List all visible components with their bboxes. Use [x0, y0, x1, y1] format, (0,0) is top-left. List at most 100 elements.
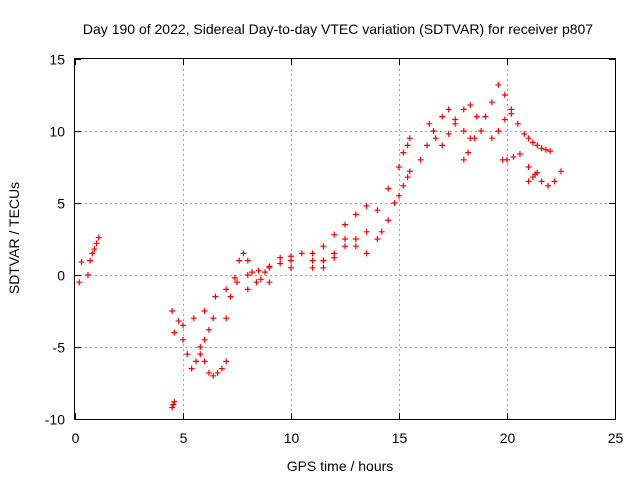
data-point — [478, 128, 485, 134]
series-t16 — [521, 130, 554, 155]
data-point — [212, 293, 219, 300]
data-point — [253, 279, 260, 286]
data-point — [465, 149, 472, 156]
data-point — [391, 200, 398, 206]
series-t17 — [525, 164, 564, 189]
series-t15 — [499, 151, 523, 163]
data-point — [266, 264, 273, 271]
series-t4 — [197, 344, 230, 379]
data-point — [406, 168, 413, 175]
data-point — [255, 267, 262, 274]
data-point — [396, 192, 402, 199]
data-point — [201, 308, 208, 314]
data-point — [249, 269, 256, 276]
series-t14 — [488, 110, 515, 142]
data-point — [214, 369, 221, 376]
data-point — [342, 243, 348, 250]
data-point — [426, 120, 433, 127]
data-point — [460, 106, 467, 113]
data-point — [309, 257, 316, 264]
data-point — [374, 207, 381, 214]
x-tick-label: 10 — [284, 430, 300, 446]
data-point — [460, 128, 467, 134]
data-point — [244, 257, 251, 264]
data-point — [223, 358, 230, 365]
x-axis-label: GPS time / hours — [287, 458, 394, 474]
data-point — [545, 182, 552, 189]
data-point — [309, 250, 316, 257]
data-point — [473, 113, 480, 120]
data-point — [262, 269, 269, 276]
data-point — [231, 274, 238, 281]
data-point — [342, 221, 348, 228]
data-point — [170, 401, 177, 408]
data-point — [363, 228, 370, 235]
data-point — [331, 250, 338, 257]
data-point — [180, 322, 186, 329]
data-point — [244, 286, 251, 293]
data-point — [190, 315, 197, 322]
plot-frame — [74, 58, 616, 420]
data-point — [201, 358, 208, 365]
data-point — [501, 116, 508, 123]
data-point — [87, 257, 94, 264]
series-t13 — [460, 81, 521, 163]
data-point — [525, 178, 532, 185]
data-point — [396, 164, 402, 170]
data-point — [218, 365, 225, 372]
data-point — [404, 174, 411, 181]
data-point — [175, 318, 182, 325]
data-point — [534, 142, 541, 149]
data-point — [538, 145, 545, 152]
series-t1 — [169, 308, 217, 372]
data-point — [529, 174, 536, 181]
data-point — [223, 286, 230, 293]
data-point — [495, 81, 502, 88]
data-point — [169, 308, 176, 314]
data-point — [201, 336, 208, 343]
data-point — [460, 156, 467, 163]
data-point — [205, 369, 212, 376]
series-t9 — [363, 135, 413, 235]
data-point — [223, 315, 230, 322]
data-point — [525, 135, 532, 142]
data-point — [430, 128, 437, 134]
data-point — [514, 120, 521, 127]
series-t7 — [277, 236, 359, 271]
tick-labels: 0 5 10 15 20 25 -10 -5 0 5 10 15 — [45, 52, 624, 447]
data-point — [192, 358, 199, 365]
y-tick-label: 5 — [57, 196, 65, 212]
data-point — [227, 293, 234, 300]
data-point — [188, 365, 195, 372]
data-point — [320, 243, 327, 250]
y-tick-label: 0 — [57, 268, 65, 284]
data-point — [363, 250, 370, 257]
x-tick-label: 15 — [392, 430, 408, 446]
data-point — [298, 250, 305, 257]
data-point — [378, 228, 385, 235]
data-point — [445, 106, 452, 113]
data-point — [210, 315, 217, 322]
data-point — [510, 153, 517, 160]
data-point — [84, 272, 91, 278]
data-point — [467, 102, 474, 109]
y-tick-label: -5 — [53, 340, 66, 356]
data-point — [76, 279, 83, 286]
data-point — [320, 257, 327, 264]
data-point — [266, 279, 273, 286]
data-point — [488, 99, 495, 106]
data-point — [374, 236, 381, 242]
series-t3 — [180, 257, 294, 329]
data-point — [404, 142, 411, 149]
data-point — [516, 151, 523, 158]
data-point — [525, 164, 532, 170]
series-t18 — [525, 169, 541, 185]
data-point — [244, 272, 251, 278]
data-point — [180, 336, 186, 343]
data-point — [538, 178, 545, 185]
data-point — [236, 257, 243, 264]
data-point — [488, 135, 495, 142]
data-point — [495, 128, 502, 134]
data-point — [439, 113, 446, 120]
